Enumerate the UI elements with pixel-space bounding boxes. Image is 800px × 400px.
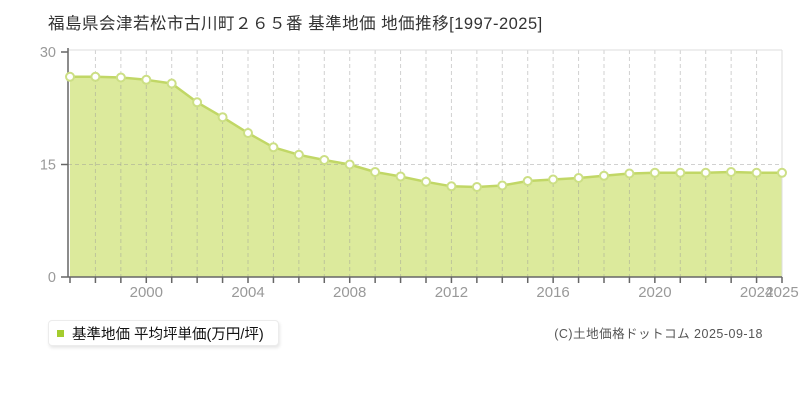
data-point-2003 — [217, 112, 228, 123]
data-point-2013 — [471, 182, 482, 192]
data-point-2004 — [243, 128, 253, 138]
x-tick-label: 2020 — [638, 284, 671, 301]
data-point-2005 — [268, 142, 279, 153]
x-tick-label: 2016 — [536, 284, 569, 301]
x-tick-label: 2024 — [740, 284, 773, 301]
data-point-2022 — [700, 167, 711, 178]
area-fill — [70, 76, 782, 277]
data-point-2016 — [548, 174, 559, 185]
data-point-1998 — [90, 71, 101, 82]
y-tick-label: 15 — [40, 158, 56, 174]
legend-label: 基準地価 平均坪単価(万円/坪) — [72, 326, 264, 343]
data-point-2012 — [446, 181, 457, 192]
data-point-2024 — [751, 167, 762, 178]
data-point-2019 — [624, 168, 635, 179]
y-tick-label: 30 — [40, 45, 56, 61]
data-point-2006 — [293, 149, 304, 160]
x-tick-label: 2004 — [231, 284, 264, 301]
chart-title: 福島県会津若松市古川町２６５番 基準地価 地価推移[1997-2025] — [48, 15, 543, 33]
data-point-2021 — [675, 167, 686, 178]
x-tick-label: 2008 — [333, 284, 366, 301]
data-point-2014 — [497, 180, 508, 191]
data-point-2000 — [141, 74, 152, 85]
data-point-2018 — [599, 170, 609, 181]
x-tick-label: 2000 — [130, 284, 163, 301]
data-point-2017 — [573, 173, 584, 183]
data-point-1997 — [65, 71, 75, 82]
data-point-2015 — [522, 176, 533, 186]
data-point-2009 — [370, 167, 381, 177]
x-tick-label: 2025 — [765, 284, 798, 301]
data-point-2011 — [421, 176, 431, 187]
legend: 基準地価 平均坪単価(万円/坪) — [48, 320, 279, 346]
legend-marker-icon — [57, 329, 64, 337]
data-point-2025 — [777, 167, 787, 178]
x-tick-label: 2012 — [435, 284, 468, 301]
data-point-2010 — [395, 171, 406, 182]
data-point-1999 — [115, 72, 126, 83]
data-point-2007 — [319, 155, 330, 165]
data-point-2020 — [649, 167, 660, 178]
copyright-text: (C)土地価格ドットコム 2025-09-18 — [554, 327, 763, 341]
y-tick-label: 0 — [48, 270, 56, 286]
data-point-2001 — [166, 78, 177, 89]
data-point-2008 — [344, 159, 355, 170]
data-point-2023 — [726, 167, 737, 177]
data-point-2002 — [192, 97, 203, 108]
